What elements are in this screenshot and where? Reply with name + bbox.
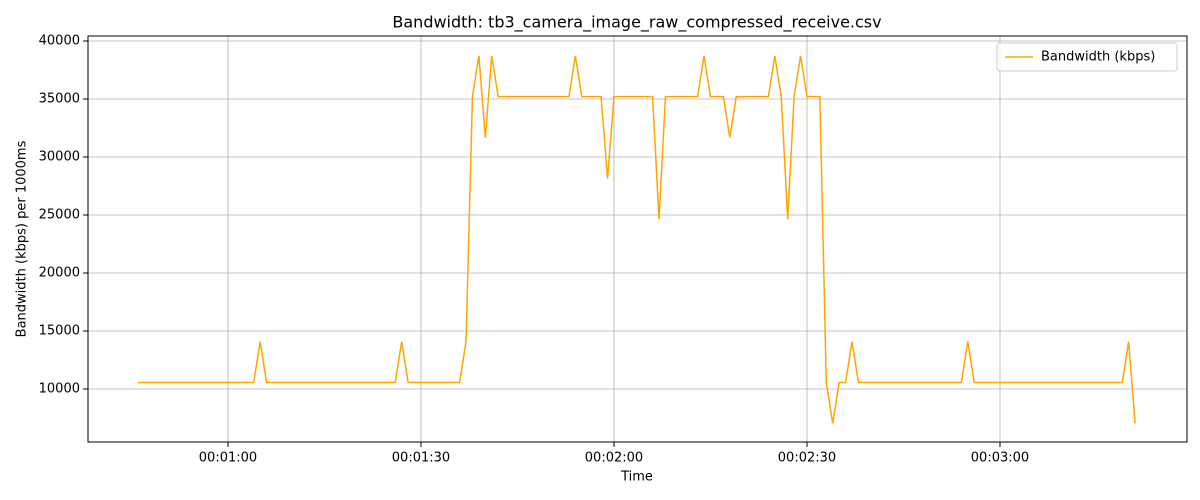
data-line [137,55,1136,424]
legend-label: Bandwidth (kbps) [1041,50,1155,65]
y-tick-label: 10000 [39,381,80,396]
y-axis-label: Bandwidth (kbps) per 1000ms [15,140,30,337]
x-tick-label: 00:02:00 [585,451,643,466]
x-tick-label: 00:01:30 [392,451,450,466]
y-tick-label: 35000 [39,91,80,106]
y-tick-label: 25000 [39,207,80,222]
y-tick-label: 40000 [39,33,80,48]
x-axis-label: Time [620,470,653,485]
chart-title: Bandwidth: tb3_camera_image_raw_compress… [392,13,881,33]
x-tick-label: 00:01:00 [199,451,257,466]
y-tick-label: 20000 [39,265,80,280]
plot-frame [87,35,1188,443]
y-tick-label: 30000 [39,149,80,164]
legend-box [996,42,1178,72]
legend: Bandwidth (kbps) [996,42,1178,72]
y-tick-label: 15000 [39,323,80,338]
x-tick-label: 00:02:30 [778,451,836,466]
x-tick-label: 00:03:00 [971,451,1029,466]
